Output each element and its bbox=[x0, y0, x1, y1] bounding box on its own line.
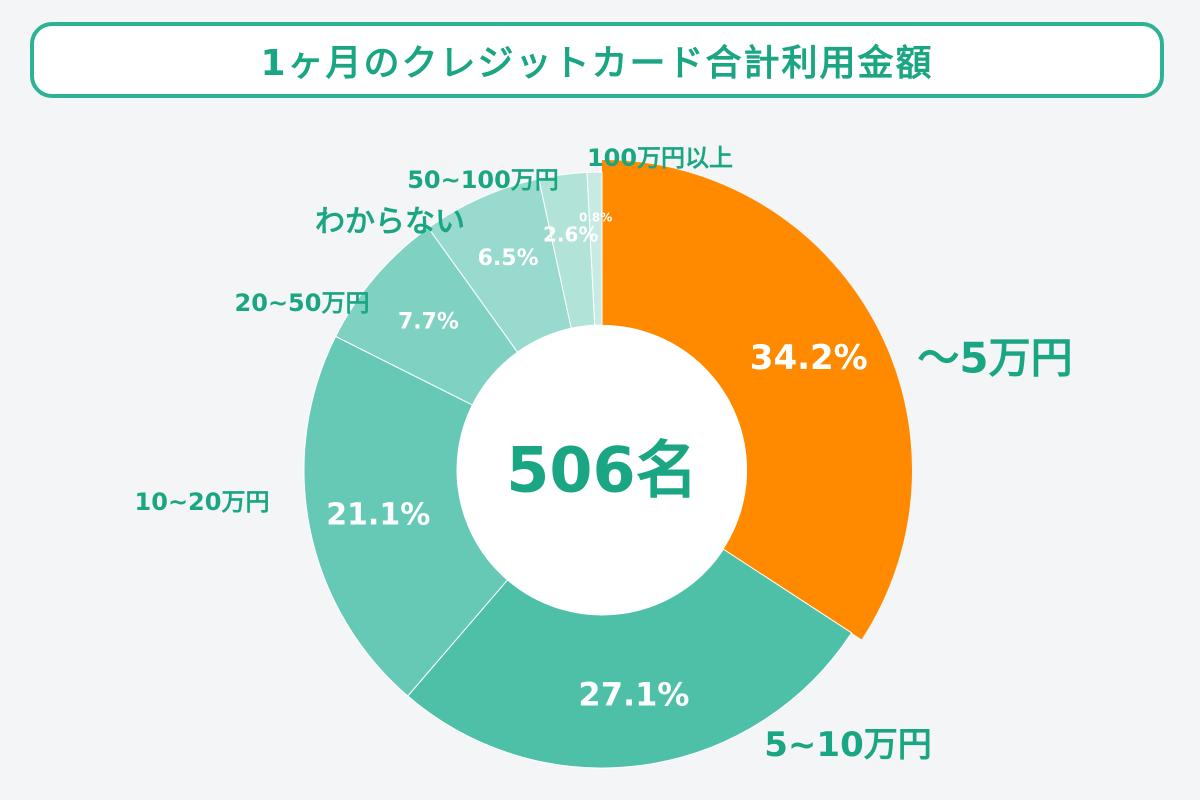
chart-title: 1ヶ月のクレジットカード合計利用金額 bbox=[260, 43, 934, 84]
slice-value-label: 6.5% bbox=[478, 246, 539, 271]
pie-slice bbox=[602, 160, 912, 640]
slice-value-label: 0.8% bbox=[579, 210, 612, 224]
center-total-label: 506名 bbox=[506, 434, 697, 507]
slice-value-label: 7.7% bbox=[398, 309, 459, 334]
labels-layer: 34.2% 〜5万円 27.1% 5~10万円 21.1% 10~20万円 7.7% 20~5… bbox=[135, 144, 1073, 765]
slice-category-label: 〜5万円 bbox=[917, 334, 1072, 383]
slice-value-label: 34.2% bbox=[750, 338, 868, 378]
donut-hole bbox=[457, 325, 747, 615]
slice-category-label: 10~20万円 bbox=[135, 488, 270, 516]
slices-layer bbox=[303, 160, 912, 769]
slice-category-label: 50~100万円 bbox=[407, 166, 559, 194]
slice-value-label: 2.6% bbox=[543, 223, 598, 247]
slice-category-label: 5~10万円 bbox=[764, 725, 931, 765]
slice-value-label: 21.1% bbox=[326, 497, 430, 532]
slice-value-label: 27.1% bbox=[578, 675, 689, 713]
slice-category-label: わからない bbox=[315, 205, 465, 240]
slice-category-label: 100万円以上 bbox=[587, 144, 733, 172]
chart-title-box: 1ヶ月のクレジットカード合計利用金額 bbox=[30, 22, 1164, 98]
slice-category-label: 20~50万円 bbox=[235, 289, 370, 317]
